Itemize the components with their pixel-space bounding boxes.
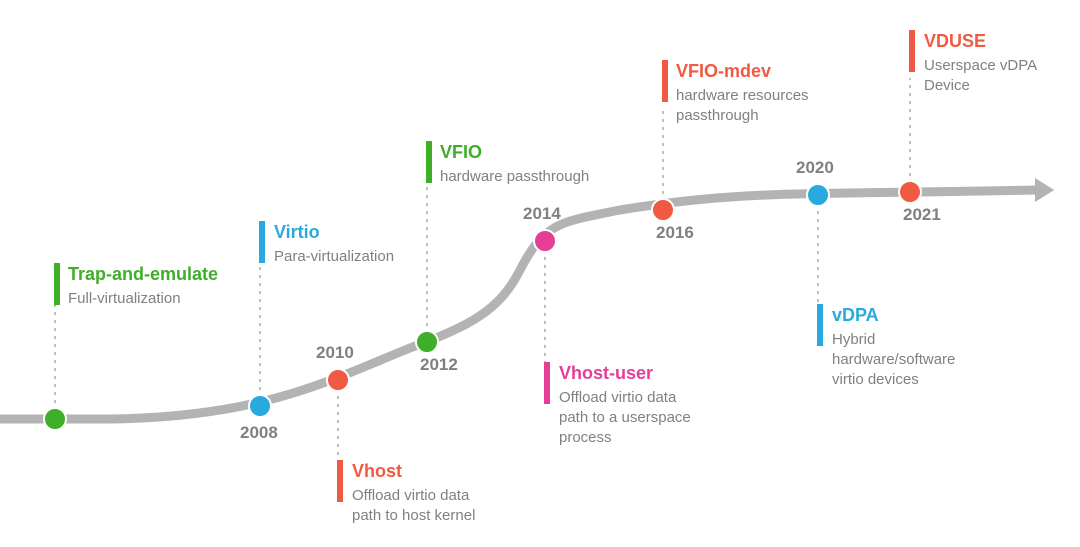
dot-virtio [249, 395, 271, 417]
desc-vfio-mdev-line1: passthrough [676, 107, 759, 124]
dot-vhost-user [534, 230, 556, 252]
title-vhost: Vhost [352, 461, 402, 481]
desc-vdpa-line2: virtio devices [832, 371, 919, 388]
tick-trap [54, 263, 60, 305]
desc-vfio-line0: hardware passthrough [440, 168, 589, 185]
dot-vfio-mdev [652, 199, 674, 221]
desc-vhost-user-line2: process [559, 429, 612, 446]
tick-vfio [426, 141, 432, 183]
title-vfio-mdev: VFIO-mdev [676, 61, 771, 81]
desc-vhost-line0: Offload virtio data [352, 487, 470, 504]
tick-vdpa [817, 304, 823, 346]
desc-vduse-line1: Device [924, 77, 970, 94]
title-trap: Trap-and-emulate [68, 264, 218, 284]
desc-vhost-line1: path to host kernel [352, 507, 475, 524]
year-vdpa: 2020 [796, 158, 834, 177]
desc-vdpa-line1: hardware/software [832, 351, 955, 368]
dot-vduse [899, 181, 921, 203]
desc-vfio-mdev-line0: hardware resources [676, 87, 809, 104]
title-vdpa: vDPA [832, 305, 879, 325]
desc-vhost-user-line0: Offload virtio data [559, 389, 677, 406]
dot-vdpa [807, 184, 829, 206]
year-vhost-user: 2014 [523, 204, 561, 223]
title-vduse: VDUSE [924, 31, 986, 51]
desc-virtio-line0: Para-virtualization [274, 248, 394, 265]
title-vfio: VFIO [440, 142, 482, 162]
dot-vfio [416, 331, 438, 353]
year-virtio: 2008 [240, 423, 278, 442]
year-vhost: 2010 [316, 343, 354, 362]
tick-vfio-mdev [662, 60, 668, 102]
tick-virtio [259, 221, 265, 263]
desc-vhost-user-line1: path to a userspace [559, 409, 691, 426]
year-vfio-mdev: 2016 [656, 223, 694, 242]
tick-vduse [909, 30, 915, 72]
year-vduse: 2021 [903, 205, 941, 224]
dot-vhost [327, 369, 349, 391]
year-vfio: 2012 [420, 355, 458, 374]
desc-vduse-line0: Userspace vDPA [924, 57, 1037, 74]
desc-vdpa-line0: Hybrid [832, 331, 875, 348]
tick-vhost-user [544, 362, 550, 404]
tick-vhost [337, 460, 343, 502]
title-vhost-user: Vhost-user [559, 363, 653, 383]
dot-trap [44, 408, 66, 430]
desc-trap-line0: Full-virtualization [68, 290, 181, 307]
title-virtio: Virtio [274, 222, 320, 242]
